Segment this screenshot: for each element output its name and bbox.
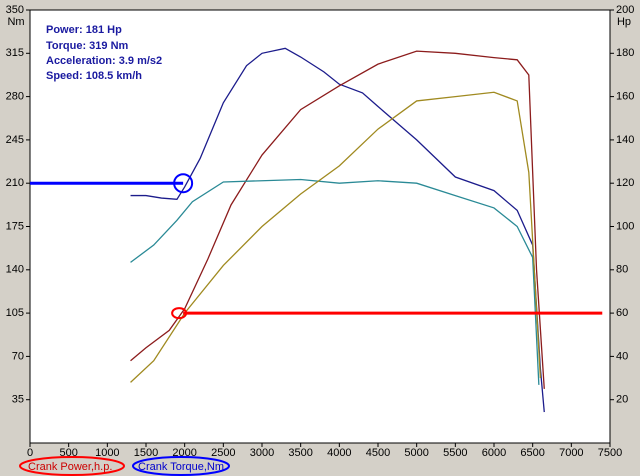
reference-marker	[173, 173, 194, 194]
y-tick-label: 210	[6, 177, 24, 189]
info-power: Power: 181 Hp	[46, 24, 122, 36]
x-tick-label: 2000	[172, 447, 196, 459]
y2-tick-label: 200	[616, 4, 634, 16]
y-tick-label: 245	[6, 134, 24, 146]
y2-tick-label: 20	[616, 394, 628, 406]
x-tick-label: 7500	[598, 447, 622, 459]
y-tick-label: 280	[6, 91, 24, 103]
y-tick-label: 140	[6, 264, 24, 276]
x-tick-label: 4500	[366, 447, 390, 459]
x-tick-label: 1000	[95, 447, 119, 459]
y2-tick-label: 80	[616, 264, 628, 276]
legend-label: Crank Torque,Nm	[138, 461, 224, 473]
info-accel: Acceleration: 3.9 m/s2	[46, 55, 162, 67]
series-line	[130, 50, 545, 389]
legend-ellipse	[19, 456, 125, 476]
y-tick-label: 350	[6, 4, 24, 16]
legend-ellipse	[132, 456, 230, 476]
y-tick-label: 70	[12, 350, 24, 362]
plot-area	[29, 9, 611, 444]
x-tick-label: 500	[59, 447, 77, 459]
y-unit: Nm	[7, 16, 24, 28]
x-tick-label: 6000	[482, 447, 506, 459]
y-tick-label: 175	[6, 220, 24, 232]
info-speed: Speed: 108.5 km/h	[46, 70, 142, 82]
y2-unit: Hp	[617, 16, 631, 28]
series-line	[130, 178, 540, 385]
x-tick-label: 4000	[327, 447, 351, 459]
x-tick-label: 0	[27, 447, 33, 459]
info-torque: Torque: 319 Nm	[46, 40, 129, 52]
y-tick-label: 105	[6, 307, 24, 319]
y2-tick-label: 180	[616, 47, 634, 59]
legend-label: Crank Power,h.p.	[28, 461, 112, 473]
y-tick-label: 315	[6, 47, 24, 59]
x-tick-label: 2500	[211, 447, 235, 459]
info-box: Power: 181 Hp Torque: 319 Nm Acceleratio…	[46, 24, 162, 82]
y2-tick-label: 140	[616, 134, 634, 146]
y2-tick-label: 100	[616, 220, 634, 232]
y2-tick-label: 160	[616, 91, 634, 103]
y2-tick-label: 40	[616, 350, 628, 362]
series-line	[130, 91, 542, 383]
y2-tick-label: 60	[616, 307, 628, 319]
x-tick-label: 5500	[443, 447, 467, 459]
y-tick-label: 35	[12, 394, 24, 406]
y2-tick-label: 120	[616, 177, 634, 189]
x-tick-label: 1500	[134, 447, 158, 459]
x-tick-label: 6500	[520, 447, 544, 459]
x-tick-label: 7000	[559, 447, 583, 459]
x-tick-label: 3500	[288, 447, 312, 459]
series-line	[130, 47, 545, 413]
reference-marker	[171, 307, 188, 320]
x-tick-label: 3000	[250, 447, 274, 459]
x-tick-label: 5000	[404, 447, 428, 459]
